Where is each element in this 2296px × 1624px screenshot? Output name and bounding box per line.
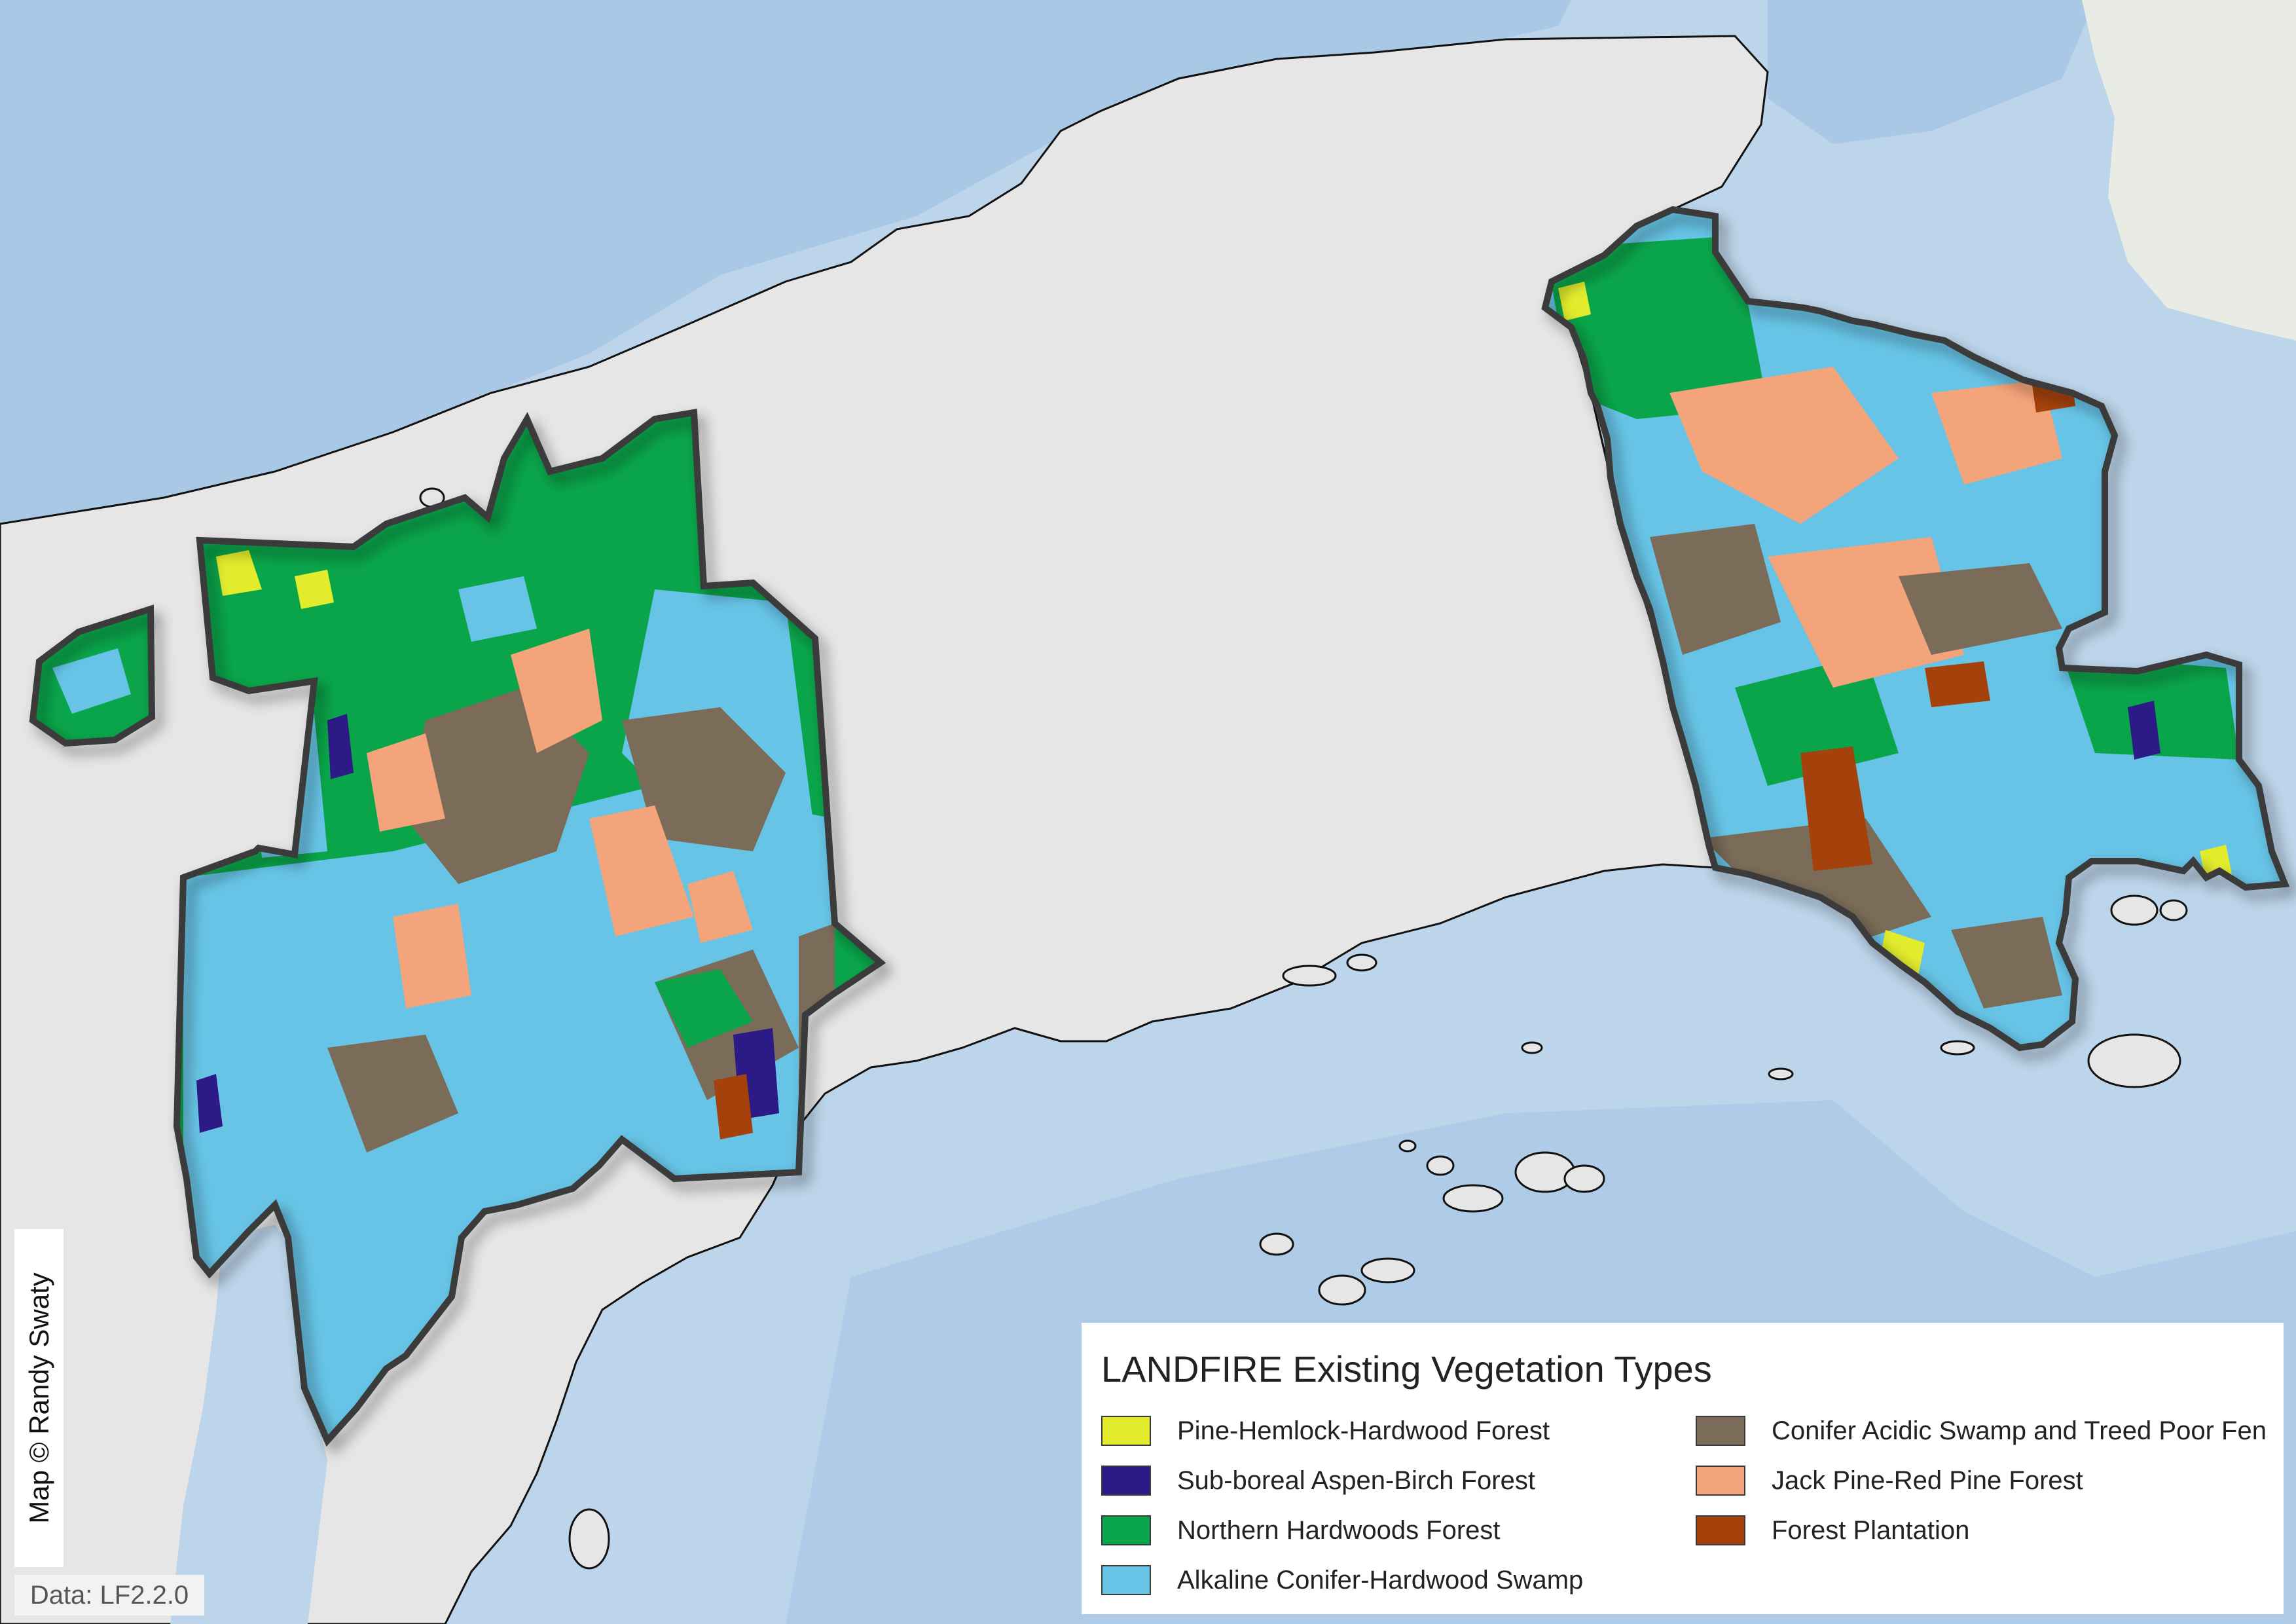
east-forest-boundary [1541, 206, 2290, 1052]
legend-item-conifer-acidic-swamp: Conifer Acidic Swamp and Treed Poor Fen [1696, 1411, 2267, 1450]
author-credit: Map © Randy Swaty [14, 1229, 64, 1567]
legend-item-sub-boreal-aspen-birch: Sub-boreal Aspen-Birch Forest [1101, 1461, 1535, 1500]
legend-swatch [1696, 1515, 1745, 1545]
legend-label: Sub-boreal Aspen-Birch Forest [1177, 1466, 1535, 1495]
legend-label: Conifer Acidic Swamp and Treed Poor Fen [1772, 1416, 2267, 1445]
west-island-boundary [29, 604, 156, 747]
legend-label: Forest Plantation [1772, 1515, 1970, 1545]
legend-label: Alkaline Conifer-Hardwood Swamp [1177, 1565, 1584, 1595]
legend-swatch [1696, 1466, 1745, 1496]
legend-title: LANDFIRE Existing Vegetation Types [1101, 1348, 1712, 1390]
legend-swatch [1101, 1515, 1151, 1545]
legend-swatch [1101, 1416, 1151, 1446]
legend-label: Northern Hardwoods Forest [1177, 1515, 1501, 1545]
legend-item-jack-pine-red-pine: Jack Pine-Red Pine Forest [1696, 1461, 2083, 1500]
legend-label: Jack Pine-Red Pine Forest [1772, 1466, 2083, 1495]
deep-water-west [0, 0, 1571, 544]
author-credit-text: Map © Randy Swaty [23, 1272, 54, 1524]
data-source-text: Data: LF2.2.0 [29, 1580, 189, 1610]
legend-swatch [1696, 1416, 1745, 1446]
legend-item-forest-plantation: Forest Plantation [1696, 1511, 1969, 1550]
legend-swatch [1101, 1565, 1151, 1595]
legend-item-northern-hardwoods: Northern Hardwoods Forest [1101, 1511, 1501, 1550]
northeast-land [2082, 0, 2296, 341]
islands [419, 487, 2188, 1570]
legend-item-pine-hemlock-hardwood: Pine-Hemlock-Hardwood Forest [1101, 1411, 1550, 1450]
west-forest-boundary [173, 409, 886, 1447]
legend-swatch [1101, 1466, 1151, 1496]
data-source-credit: Data: LF2.2.0 [14, 1575, 204, 1615]
deep-water-east [1768, 0, 2095, 144]
legend-label: Pine-Hemlock-Hardwood Forest [1177, 1416, 1550, 1445]
map-legend: LANDFIRE Existing Vegetation Types Pine-… [1082, 1323, 2284, 1614]
southwest-peninsula [170, 1225, 327, 1624]
legend-item-alkaline-conifer-hardwood-swamp: Alkaline Conifer-Hardwood Swamp [1101, 1560, 1583, 1600]
